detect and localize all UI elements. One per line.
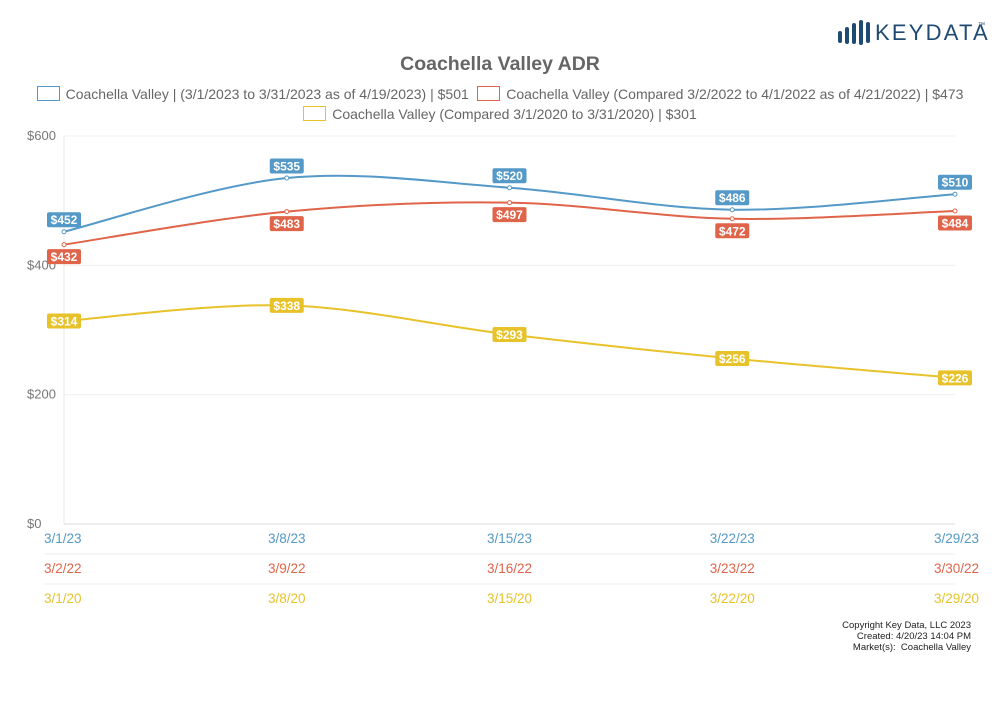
data-point-series-1[interactable] xyxy=(952,191,958,197)
data-label-badge xyxy=(938,370,972,386)
data-point-series-1[interactable] xyxy=(729,207,735,213)
data-label: $293 xyxy=(496,328,523,342)
data-point-series-2[interactable] xyxy=(284,209,290,215)
data-label: $483 xyxy=(273,217,300,231)
legend-label-series-1: Coachella Valley | (3/1/2023 to 3/31/202… xyxy=(65,86,469,102)
chart-title: Coachella Valley ADR xyxy=(400,53,600,75)
y-tick-label: $200 xyxy=(27,387,56,402)
keydata-logo-bars-icon xyxy=(838,20,870,45)
x-tick-label: 3/1/20 xyxy=(44,591,82,606)
data-label-badge xyxy=(47,249,81,265)
footer-copyright: Copyright Key Data, LLC 2023 xyxy=(842,620,971,631)
data-label-badge xyxy=(492,207,527,223)
data-label-badge xyxy=(715,223,750,239)
data-label-badge xyxy=(492,327,527,343)
brand-name: KEYDATA xyxy=(875,20,990,45)
x-tick-label: 3/16/22 xyxy=(487,561,532,576)
data-point-series-2[interactable] xyxy=(952,208,958,214)
legend-item-series-3[interactable]: Coachella Valley (Compared 3/1/2020 to 3… xyxy=(303,106,697,122)
legend-swatch-series-3 xyxy=(303,106,327,121)
data-label: $432 xyxy=(51,250,78,264)
footer-markets: Market(s): Coachella Valley xyxy=(852,642,971,653)
x-tick-label: 3/29/20 xyxy=(934,591,979,606)
legend-item-series-2[interactable]: Coachella Valley (Compared 3/2/2022 to 4… xyxy=(477,86,963,102)
data-label: $452 xyxy=(51,213,78,227)
legend-label-series-3: Coachella Valley (Compared 3/1/2020 to 3… xyxy=(332,106,697,122)
data-point-series-1[interactable] xyxy=(284,175,290,181)
x-tick-label: 3/23/22 xyxy=(710,561,755,576)
brand-trademark: ™ xyxy=(978,22,985,29)
x-tick-label: 3/2/22 xyxy=(44,561,82,576)
x-tick-label: 3/30/22 xyxy=(934,561,979,576)
data-label-badge xyxy=(47,212,81,228)
footer-info: Copyright Key Data, LLC 2023 Created: 4/… xyxy=(842,620,971,653)
x-tick-label: 3/29/23 xyxy=(934,531,979,546)
x-tick-label: 3/8/20 xyxy=(268,591,306,606)
data-label: $520 xyxy=(496,169,523,183)
x-tick-label: 3/15/23 xyxy=(487,531,532,546)
x-tick-label: 3/9/22 xyxy=(268,561,306,576)
data-label: $314 xyxy=(51,314,78,328)
x-tick-label: 3/15/20 xyxy=(487,591,532,606)
data-label: $486 xyxy=(719,191,746,205)
x-tick-label: 3/1/23 xyxy=(44,531,82,546)
x-tick-label: 3/22/23 xyxy=(710,531,755,546)
data-point-series-2[interactable] xyxy=(507,200,512,206)
legend-swatch-series-1 xyxy=(36,86,60,101)
y-tick-label: $600 xyxy=(27,128,56,143)
data-label-badge xyxy=(269,158,304,174)
data-label-badge xyxy=(715,350,750,366)
data-label: $256 xyxy=(719,352,746,366)
footer-created: Created: 4/20/23 14:04 PM xyxy=(856,631,971,642)
data-label-badge xyxy=(492,168,527,184)
data-label-badge xyxy=(269,216,304,232)
x-tick-label: 3/8/23 xyxy=(268,531,306,546)
data-point-series-1[interactable] xyxy=(507,185,512,191)
data-label-badge xyxy=(715,190,750,206)
data-label: $338 xyxy=(273,299,300,313)
data-label: $535 xyxy=(273,160,300,174)
x-tick-label: 3/22/20 xyxy=(710,591,755,606)
data-point-series-2[interactable] xyxy=(61,242,67,248)
legend-swatch-series-2 xyxy=(477,86,501,101)
data-point-series-2[interactable] xyxy=(729,216,735,222)
data-point-series-1[interactable] xyxy=(61,229,67,235)
y-tick-label: $0 xyxy=(27,516,41,531)
legend-item-series-1[interactable]: Coachella Valley | (3/1/2023 to 3/31/202… xyxy=(36,86,469,102)
data-label-badge xyxy=(269,297,304,313)
legend-row: Coachella Valley (Compared 3/1/2020 to 3… xyxy=(0,106,1000,124)
data-label-badge xyxy=(47,313,81,329)
data-label: $497 xyxy=(496,208,523,222)
data-label: $472 xyxy=(719,224,746,238)
legend-row: Coachella Valley | (3/1/2023 to 3/31/202… xyxy=(0,86,1000,104)
data-label-badge xyxy=(938,174,972,190)
data-label: $226 xyxy=(942,371,969,385)
data-label: $484 xyxy=(942,217,969,231)
data-label: $510 xyxy=(942,176,969,190)
legend-label-series-2: Coachella Valley (Compared 3/2/2022 to 4… xyxy=(506,86,964,102)
data-label-badge xyxy=(938,215,972,231)
